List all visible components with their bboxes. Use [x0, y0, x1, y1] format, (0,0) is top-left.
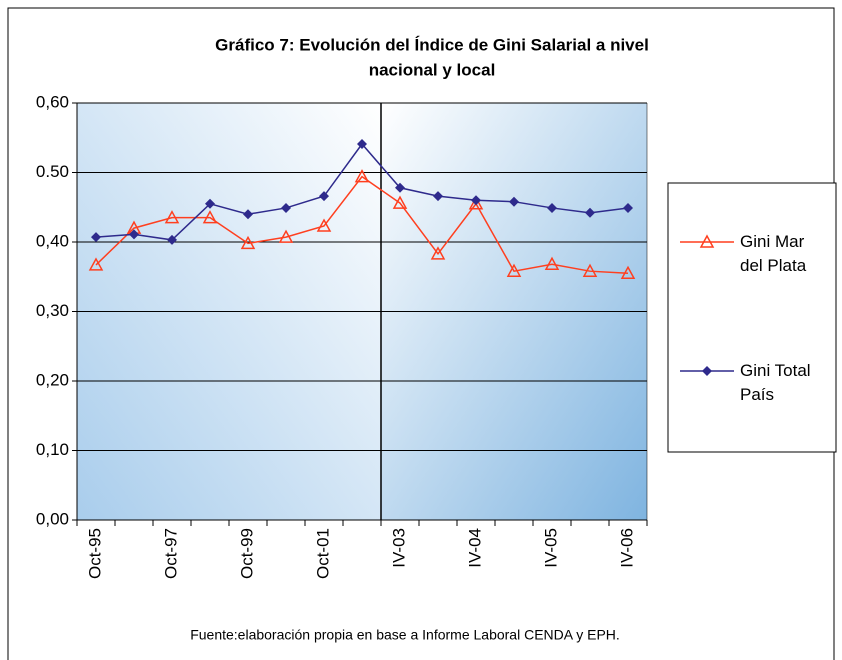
- y-tick-label: 0,10: [36, 440, 69, 459]
- data-point: [468, 196, 484, 210]
- data-point: [164, 210, 180, 224]
- chart-title: nacional y local: [369, 60, 496, 79]
- x-tick-label: IV-04: [465, 528, 484, 568]
- data-point: [357, 139, 367, 150]
- series-line: [95, 175, 629, 275]
- y-tick-label: 0.50: [36, 162, 69, 181]
- data-point: [205, 198, 215, 209]
- y-tick-label: 0,30: [36, 301, 69, 320]
- y-tick-label: 0,00: [36, 509, 69, 528]
- data-point: [129, 229, 139, 240]
- data-point: [582, 263, 598, 277]
- legend-marker: [702, 366, 712, 376]
- x-tick-label: IV-03: [389, 528, 408, 568]
- data-point: [585, 207, 595, 218]
- data-point: [392, 195, 408, 209]
- source-note: Fuente:elaboración propia en base a Info…: [190, 627, 620, 643]
- data-point: [433, 191, 443, 202]
- y-tick-label: 0,40: [36, 231, 69, 250]
- data-point: [623, 202, 633, 213]
- chart-title: Gráfico 7: Evolución del Índice de Gini …: [215, 35, 649, 54]
- data-point: [281, 202, 291, 213]
- data-point: [430, 246, 446, 260]
- x-tick-label: Oct-01: [313, 528, 332, 579]
- y-tick-label: 0,20: [36, 370, 69, 389]
- x-tick-label: IV-06: [617, 528, 636, 568]
- legend-label: Gini Total País: [740, 361, 811, 404]
- data-point: [167, 234, 177, 245]
- data-point: [202, 210, 218, 224]
- data-point: [509, 196, 519, 207]
- x-tick-label: Oct-95: [85, 528, 104, 579]
- data-point: [88, 257, 104, 271]
- data-point: [506, 263, 522, 277]
- data-point: [319, 191, 329, 202]
- legend-marker: [699, 234, 715, 248]
- data-point: [544, 256, 560, 270]
- x-tick-label: Oct-97: [161, 528, 180, 579]
- data-point: [354, 169, 370, 183]
- data-point: [471, 195, 481, 206]
- legend-label: Gini Mar del Plata: [740, 232, 807, 275]
- x-tick-label: Oct-99: [237, 528, 256, 579]
- data-point: [316, 218, 332, 232]
- data-point: [278, 229, 294, 243]
- data-point: [243, 209, 253, 220]
- data-point: [395, 182, 405, 193]
- y-tick-label: 0,60: [36, 92, 69, 111]
- data-point: [91, 232, 101, 243]
- x-tick-label: IV-05: [541, 528, 560, 568]
- legend-box: [667, 182, 837, 453]
- data-point: [240, 235, 256, 250]
- data-point: [620, 265, 636, 280]
- data-point: [547, 202, 557, 213]
